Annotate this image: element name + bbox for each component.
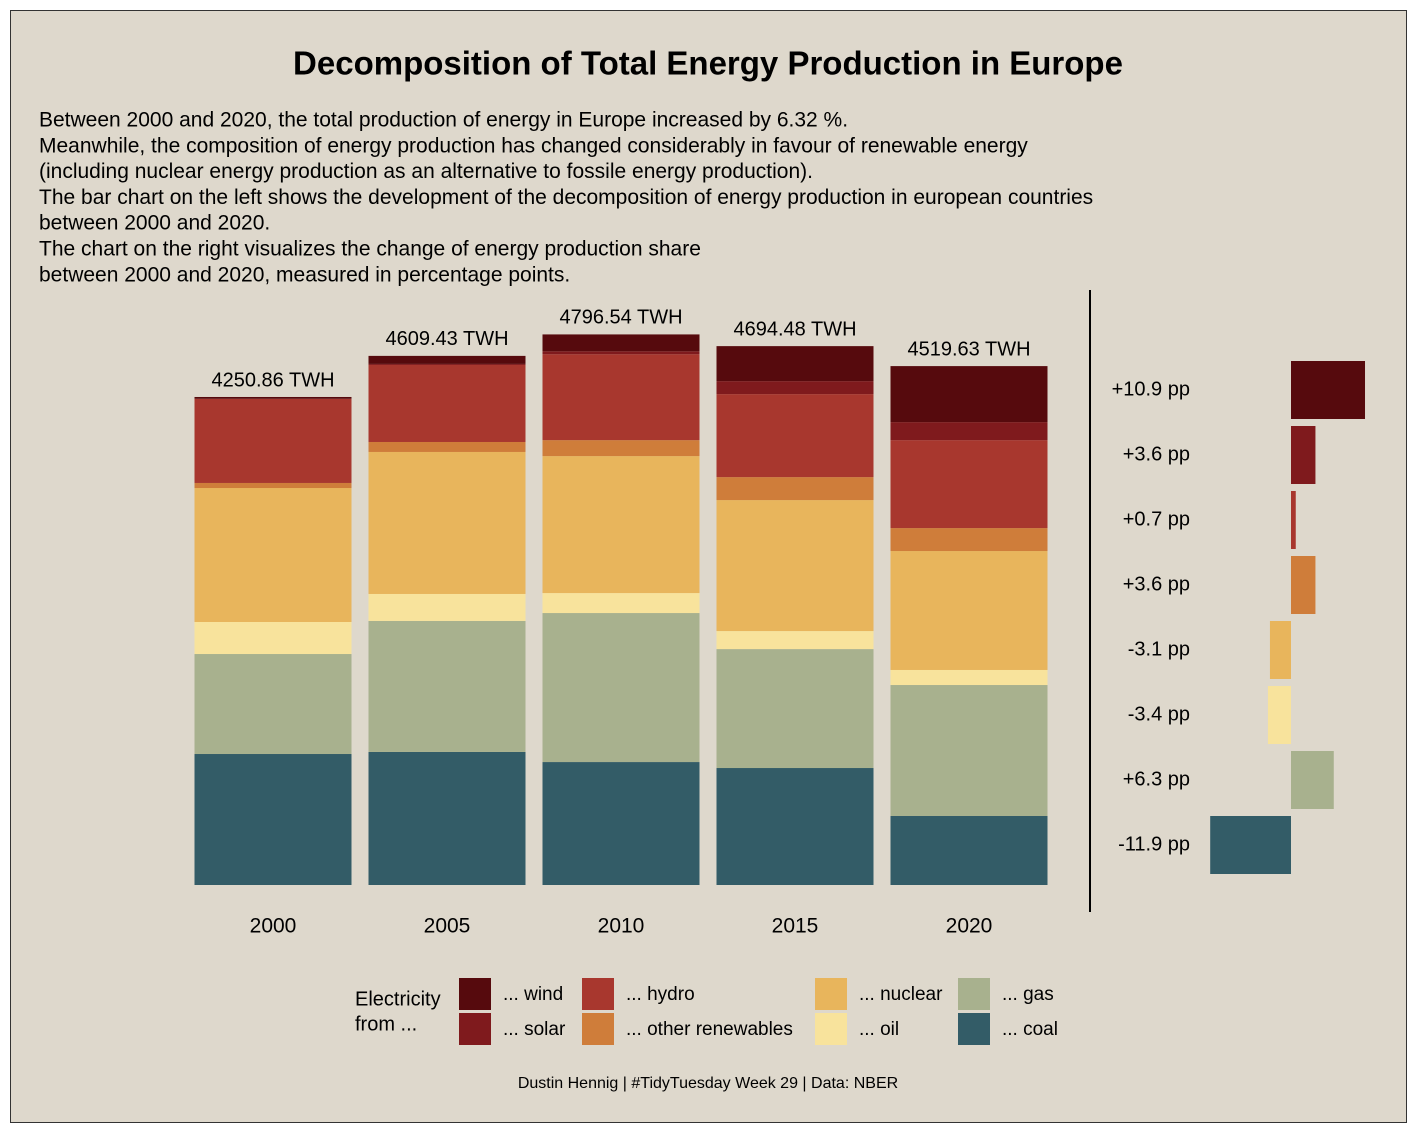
bar-segment	[368, 363, 526, 365]
legend-label: ... hydro	[626, 984, 695, 1005]
bar-segment	[368, 451, 526, 594]
bar-segment	[542, 593, 700, 614]
bar-segment	[542, 613, 700, 763]
bar-segment	[194, 621, 352, 655]
subtitle-line: Between 2000 and 2020, the total product…	[39, 109, 848, 132]
bar-segment	[194, 482, 352, 489]
change-bar	[1291, 426, 1316, 484]
bar-segment	[716, 477, 874, 501]
change-label: -3.1 pp	[1128, 638, 1190, 660]
change-bar	[1291, 491, 1296, 549]
change-label: +6.3 pp	[1123, 768, 1190, 790]
legend-swatch	[958, 1013, 990, 1045]
bar-segment	[716, 381, 874, 395]
bar-segment	[542, 762, 700, 885]
total-label: 4250.86 TWH	[211, 369, 334, 391]
bar-segment	[542, 456, 700, 594]
bar-segment	[890, 685, 1048, 817]
subtitle-line: Meanwhile, the composition of energy pro…	[39, 134, 1028, 157]
bar-segment	[368, 364, 526, 442]
x-tick-label: 2000	[250, 915, 297, 938]
change-bar	[1269, 621, 1291, 679]
total-label: 4519.63 TWH	[907, 338, 1030, 360]
change-label: +3.6 pp	[1123, 573, 1190, 595]
legend-label: ... gas	[1002, 984, 1054, 1005]
bar-segment	[542, 354, 700, 441]
bar-segment	[716, 500, 874, 632]
total-label: 4694.48 TWH	[733, 318, 856, 340]
bar-segment	[368, 355, 526, 364]
change-label: +10.9 pp	[1112, 378, 1190, 400]
bar-segment	[542, 351, 700, 355]
bar-segment	[890, 440, 1048, 529]
subtitle-line: The bar chart on the left shows the deve…	[39, 186, 1093, 209]
total-label: 4796.54 TWH	[559, 307, 682, 329]
bar-segment	[368, 751, 526, 885]
bar-segment	[194, 754, 352, 885]
change-label: +0.7 pp	[1123, 508, 1190, 530]
legend-swatch	[459, 1013, 491, 1045]
change-bar	[1267, 686, 1291, 744]
bar-segment	[890, 551, 1048, 670]
bar-segment	[368, 441, 526, 452]
bar-segment	[716, 649, 874, 769]
bar-segment	[890, 422, 1048, 441]
bar-segment	[194, 488, 352, 622]
x-tick-label: 2015	[772, 915, 819, 938]
legend-label: ... oil	[859, 1019, 899, 1040]
x-tick-label: 2020	[946, 915, 993, 938]
bar-segment	[716, 768, 874, 885]
legend-label: ... wind	[503, 984, 563, 1005]
legend-label: ... coal	[1002, 1019, 1058, 1040]
legend-label: ... solar	[503, 1019, 566, 1040]
bar-segment	[890, 366, 1048, 423]
bar-segment	[716, 631, 874, 650]
subtitle-line: The chart on the right visualizes the ch…	[39, 238, 701, 261]
legend-swatch	[459, 978, 491, 1010]
change-bar	[1210, 816, 1291, 874]
legend-swatch	[582, 978, 614, 1010]
legend-title: Electricity	[355, 988, 441, 1010]
change-label: +3.6 pp	[1123, 443, 1190, 465]
x-tick-label: 2005	[424, 915, 471, 938]
bar-segment	[542, 334, 700, 352]
change-label: -3.4 pp	[1128, 703, 1190, 725]
bar-segment	[716, 346, 874, 382]
subtitle-line: (including nuclear energy production as …	[39, 160, 813, 183]
bar-segment	[890, 528, 1048, 552]
legend-swatch	[815, 978, 847, 1010]
legend-swatch	[815, 1013, 847, 1045]
total-label: 4609.43 TWH	[385, 328, 508, 350]
bar-segment	[716, 394, 874, 478]
bar-segment	[542, 440, 700, 457]
change-label: -11.9 pp	[1118, 833, 1190, 855]
caption: Dustin Hennig | #TidyTuesday Week 29 | D…	[518, 1075, 898, 1092]
bar-segment	[890, 669, 1048, 686]
change-bar	[1291, 556, 1316, 614]
chart-title: Decomposition of Total Energy Production…	[293, 45, 1123, 82]
bar-segment	[194, 654, 352, 755]
legend-label: ... other renewables	[626, 1019, 793, 1040]
legend-swatch	[958, 978, 990, 1010]
x-tick-label: 2010	[598, 915, 645, 938]
legend-swatch	[582, 1013, 614, 1045]
bar-segment	[368, 593, 526, 621]
legend-title: from ...	[355, 1013, 417, 1035]
change-bar	[1291, 751, 1334, 809]
bar-segment	[194, 398, 352, 483]
subtitle-line: between 2000 and 2020.	[39, 212, 270, 235]
bar-segment	[194, 396, 352, 399]
bar-segment	[368, 620, 526, 752]
change-bar	[1291, 361, 1366, 419]
bar-segment	[890, 816, 1048, 885]
legend-label: ... nuclear	[859, 984, 943, 1005]
subtitle-line: between 2000 and 2020, measured in perce…	[39, 263, 570, 286]
